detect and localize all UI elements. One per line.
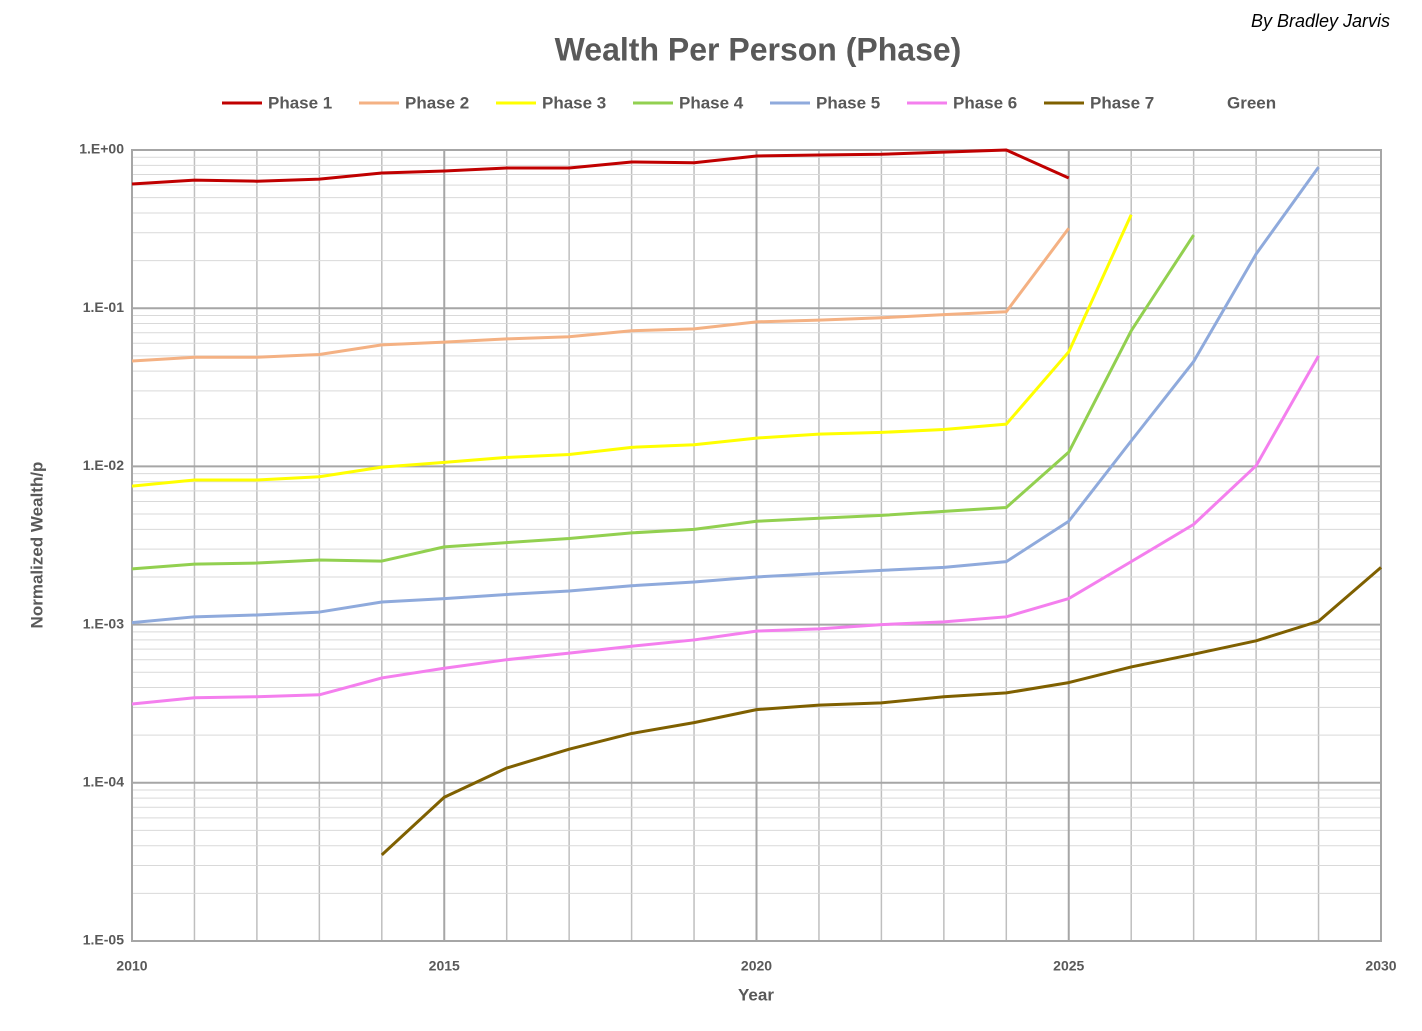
series-line: [131, 166, 1320, 625]
chart-title: Wealth Per Person (Phase): [555, 31, 962, 67]
legend-label: Phase 7: [1090, 93, 1154, 112]
series-line: [131, 234, 1195, 571]
plot-border: [131, 149, 1382, 942]
y-tick-label: 1.E-02: [83, 457, 124, 473]
y-tick-label: 1.E-03: [83, 615, 124, 631]
y-axis-title: Normalized Wealth/p: [27, 462, 46, 629]
series-line: [131, 227, 1070, 363]
series-line: [131, 355, 1320, 706]
legend-label: Phase 6: [953, 93, 1017, 112]
x-tick-label: 2020: [741, 958, 772, 974]
x-tick-label: 2015: [429, 958, 460, 974]
series-line: [131, 148, 1070, 186]
legend-label: Phase 4: [679, 93, 744, 112]
y-tick-label: 1.E-05: [83, 932, 124, 948]
x-tick-label: 2010: [116, 958, 147, 974]
legend-label: Green: [1227, 93, 1276, 112]
y-tick-label: 1.E-01: [83, 299, 124, 315]
y-tick-label: 1.E-04: [83, 774, 124, 790]
x-axis-title: Year: [738, 985, 774, 1004]
series-line: [131, 214, 1133, 488]
author: By Bradley Jarvis: [1251, 11, 1390, 31]
x-tick-label: 2025: [1053, 958, 1084, 974]
legend-label: Phase 5: [816, 93, 880, 112]
x-tick-label: 2030: [1365, 958, 1396, 974]
y-tick-label: 1.E+00: [79, 141, 124, 157]
legend-label: Phase 1: [268, 93, 332, 112]
series-line: [380, 566, 1382, 857]
legend-label: Phase 3: [542, 93, 606, 112]
legend-label: Phase 2: [405, 93, 469, 112]
